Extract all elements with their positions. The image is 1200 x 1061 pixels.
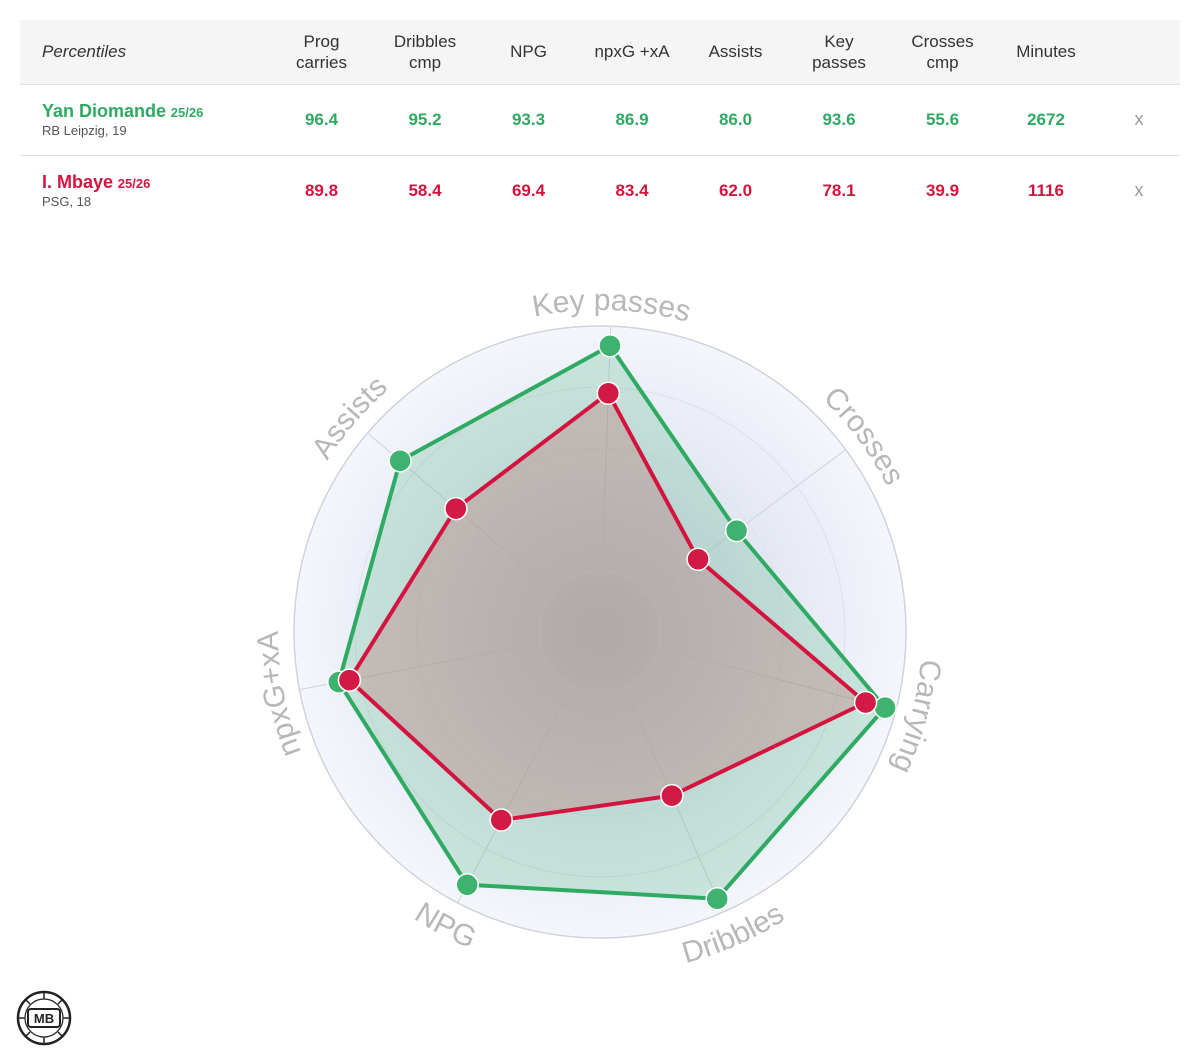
stat-cell: 39.9	[925, 180, 960, 200]
stat-cell: 55.6	[925, 109, 960, 129]
stat-cell: 86.0	[718, 109, 753, 129]
remove-player-button[interactable]: x	[1134, 109, 1144, 129]
col-header-key-passes[interactable]: Key passes	[812, 31, 866, 72]
series-2-point[interactable]	[660, 783, 684, 808]
player-row-2: I. Mbaye 25/26 PSG, 18 89.8 58.4 69.4 83…	[20, 155, 1180, 226]
radar-spoke	[599, 326, 612, 633]
series-1-point[interactable]	[724, 518, 749, 543]
percentiles-table-container: Percentiles Prog carries Dribbles cmp NPG …	[20, 20, 1180, 226]
radar-grid-ring	[477, 509, 723, 755]
remove-player-button[interactable]: x	[1134, 180, 1144, 201]
col-header-minutes[interactable]: Minutes	[1016, 42, 1076, 62]
col-header-dribbles-cmp[interactable]: Dribbles cmp	[393, 31, 457, 72]
series-2-point[interactable]	[337, 668, 362, 692]
series-2-point[interactable]	[686, 547, 710, 572]
stat-cell: 69.4	[511, 180, 546, 200]
player-season: 25/26	[170, 105, 204, 120]
radar-grid-ring	[538, 570, 662, 694]
series-1-point[interactable]	[388, 449, 412, 473]
col-header-prog-carries[interactable]: Prog carries	[295, 31, 347, 72]
percentiles-table: Percentiles Prog carries Dribbles cmp NPG …	[20, 20, 1180, 226]
percentiles-header: Percentiles	[42, 42, 127, 62]
player-season: 25/26	[117, 176, 151, 192]
stat-cell: 96.4	[304, 109, 339, 129]
mb-logo-icon: MB	[16, 990, 72, 1046]
stat-cell: 1116	[1028, 180, 1064, 200]
series-2-point[interactable]	[596, 381, 621, 405]
stat-cell: 2672	[1027, 109, 1065, 129]
series-2-area	[347, 391, 868, 822]
stat-cell: 93.6	[822, 109, 856, 129]
stat-cell: 86.9	[615, 109, 649, 129]
stat-cell: 95.2	[408, 109, 442, 129]
col-header-npxg-xa[interactable]: npxG +xA	[594, 42, 670, 62]
col-header-npg[interactable]: NPG	[510, 42, 547, 62]
series-1-point[interactable]	[455, 872, 479, 897]
header-row: Percentiles Prog carries Dribbles cmp NPG …	[20, 20, 1180, 84]
series-1-point[interactable]	[598, 334, 622, 358]
series-2	[337, 381, 878, 832]
stat-cell: 83.4	[615, 180, 649, 200]
stat-cell: 93.3	[511, 109, 546, 129]
player-cell: Yan Diomande 25/26 RB Leipzig, 19	[20, 84, 270, 155]
radar-spoke	[599, 631, 724, 913]
axis-label: Key passes	[530, 284, 695, 329]
stat-cell: 89.8	[304, 180, 339, 200]
series-2-point[interactable]	[853, 690, 878, 715]
player-name[interactable]: Yan Diomande	[42, 101, 167, 121]
player-name[interactable]: I. Mbaye	[42, 172, 114, 193]
series-1-point[interactable]	[705, 886, 729, 911]
svg-text:MB: MB	[34, 1011, 54, 1026]
series-2-point[interactable]	[444, 496, 468, 521]
radar-spoke	[599, 449, 847, 633]
radar-spoke	[599, 631, 896, 711]
col-header-assists[interactable]: Assists	[708, 42, 763, 62]
series-2-point[interactable]	[489, 808, 513, 832]
stat-cell: 62.0	[718, 180, 753, 200]
stat-cell: 78.1	[822, 180, 856, 200]
stat-cell: 58.4	[408, 180, 442, 200]
radar-spoke	[457, 631, 601, 904]
series-1-point[interactable]	[873, 695, 897, 720]
player-cell: I. Mbaye 25/26 PSG, 18	[20, 155, 270, 226]
player-row-1: Yan Diomande 25/26 RB Leipzig, 19 96.4 9…	[20, 84, 1180, 155]
player-club-age: PSG, 18	[42, 194, 92, 210]
player-club-age: RB Leipzig, 19	[42, 123, 127, 138]
col-header-crosses-cmp[interactable]: Crosses cmp	[911, 31, 974, 72]
